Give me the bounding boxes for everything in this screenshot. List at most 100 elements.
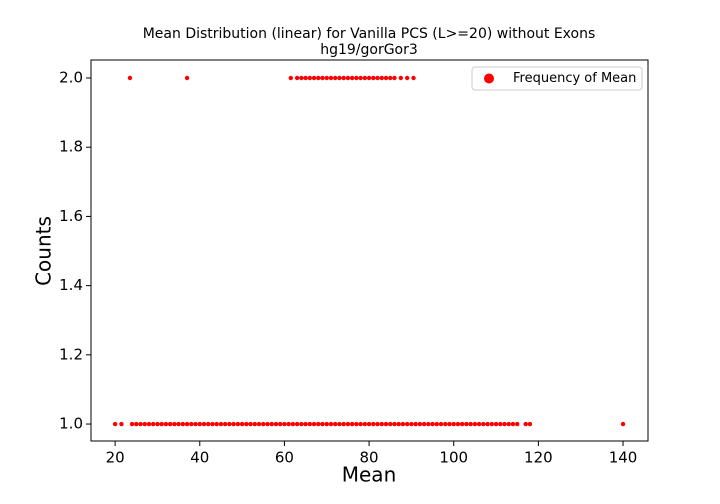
point <box>129 421 135 427</box>
point <box>155 421 160 427</box>
x-tick-label: 40 <box>190 449 209 467</box>
x-tick-label: 100 <box>439 449 468 467</box>
point <box>324 75 329 81</box>
x-tick-label: 20 <box>106 449 125 467</box>
point <box>328 421 334 427</box>
point <box>189 421 194 427</box>
point <box>426 421 431 427</box>
point <box>222 421 228 427</box>
y-tick-label: 1.0 <box>59 415 83 433</box>
point <box>345 75 351 81</box>
legend-marker <box>484 73 494 84</box>
point <box>261 421 266 427</box>
point <box>218 421 224 427</box>
point <box>273 421 279 427</box>
point <box>349 75 355 81</box>
point <box>265 421 270 427</box>
point <box>398 75 404 81</box>
point <box>349 421 355 427</box>
point <box>404 421 410 427</box>
point <box>515 421 520 427</box>
point <box>371 75 376 81</box>
point <box>277 421 283 427</box>
point <box>455 421 461 427</box>
point <box>256 421 262 427</box>
point <box>476 421 482 427</box>
point <box>481 421 486 427</box>
point <box>184 75 190 81</box>
point <box>383 75 389 81</box>
point <box>193 421 198 427</box>
point <box>510 421 516 427</box>
point <box>159 421 164 427</box>
point <box>506 421 511 427</box>
point <box>468 421 473 427</box>
point <box>341 421 346 427</box>
point <box>358 75 363 81</box>
point <box>172 421 177 427</box>
point <box>620 421 626 427</box>
point <box>371 421 376 427</box>
point <box>337 421 342 427</box>
x-axis-label: Mean <box>342 463 397 487</box>
point <box>392 75 397 81</box>
point <box>303 75 308 81</box>
point <box>138 421 143 427</box>
point <box>299 421 304 427</box>
point <box>438 421 444 427</box>
point <box>447 421 452 427</box>
chart-title: Mean Distribution (linear) for Vanilla P… <box>143 26 596 42</box>
y-tick-label: 1.2 <box>59 345 83 363</box>
point <box>383 421 389 427</box>
point <box>396 421 401 427</box>
point <box>134 421 139 427</box>
point <box>434 421 439 427</box>
x-tick-label: 140 <box>609 449 638 467</box>
legend-box <box>471 66 643 91</box>
point <box>527 421 533 427</box>
point <box>299 75 304 81</box>
point <box>180 421 186 427</box>
point <box>328 75 334 81</box>
point <box>197 421 202 427</box>
point <box>337 75 342 81</box>
point <box>341 75 346 81</box>
point <box>294 75 300 81</box>
y-tick-label: 1.6 <box>59 207 83 225</box>
point <box>400 421 406 427</box>
plot-frame <box>90 59 649 442</box>
point <box>316 421 321 427</box>
point <box>252 421 257 427</box>
point <box>210 421 215 427</box>
point <box>320 75 325 81</box>
point <box>333 75 338 81</box>
point <box>127 75 133 81</box>
point <box>498 421 503 427</box>
point <box>316 75 321 81</box>
point <box>176 421 181 427</box>
point <box>409 421 414 427</box>
point <box>119 421 124 427</box>
point <box>459 421 465 427</box>
point <box>307 75 313 81</box>
y-tick-label: 2.0 <box>59 68 83 86</box>
point <box>269 421 274 427</box>
legend-label: Frequency of Mean <box>513 71 636 86</box>
point <box>362 421 368 427</box>
point <box>112 421 118 427</box>
point <box>288 75 293 81</box>
x-tick-label: 120 <box>524 449 553 467</box>
x-tick-label: 80 <box>360 449 379 467</box>
point <box>388 421 393 427</box>
point <box>201 421 207 427</box>
point <box>214 421 219 427</box>
point <box>307 421 313 427</box>
point <box>523 421 528 427</box>
point <box>430 421 435 427</box>
point <box>375 75 380 81</box>
point <box>489 421 495 427</box>
x-tick-label: 60 <box>275 449 294 467</box>
point <box>163 421 169 427</box>
point <box>379 75 384 81</box>
point <box>417 421 423 427</box>
